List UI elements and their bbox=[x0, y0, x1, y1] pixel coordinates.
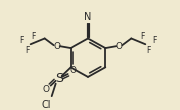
Text: Cl: Cl bbox=[42, 100, 51, 110]
Text: S: S bbox=[55, 72, 63, 85]
Text: F: F bbox=[146, 46, 150, 55]
Text: F: F bbox=[26, 46, 30, 55]
Text: N: N bbox=[84, 12, 92, 22]
Text: F: F bbox=[140, 32, 145, 41]
Text: O: O bbox=[53, 42, 60, 51]
Text: F: F bbox=[152, 36, 156, 45]
Text: O: O bbox=[42, 85, 49, 94]
Text: O: O bbox=[116, 42, 123, 51]
Text: F: F bbox=[31, 32, 36, 41]
Text: F: F bbox=[19, 36, 24, 45]
Text: O: O bbox=[69, 66, 76, 75]
